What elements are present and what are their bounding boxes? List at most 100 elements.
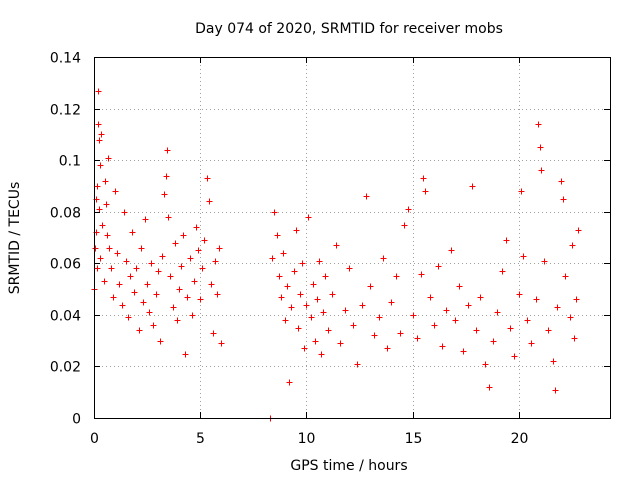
data-point [131, 289, 138, 296]
data-point [537, 144, 544, 151]
x-tick-label: 20 [511, 431, 529, 447]
data-point [94, 265, 101, 272]
data-point [278, 294, 285, 301]
data-point [299, 260, 306, 267]
chart-title: Day 074 of 2020, SRMTID for receiver mob… [195, 21, 503, 37]
data-point [184, 294, 191, 301]
data-point [550, 358, 557, 365]
x-tick-label: 5 [196, 431, 205, 447]
data-point [363, 193, 370, 200]
data-point [110, 294, 117, 301]
data-point [354, 361, 361, 368]
data-point [575, 227, 582, 234]
data-point [274, 232, 281, 239]
data-point [138, 245, 145, 252]
data-point [499, 268, 506, 275]
data-point [452, 317, 459, 324]
data-point [337, 340, 344, 347]
data-point [329, 291, 336, 298]
data-point [350, 322, 357, 329]
data-point [216, 245, 223, 252]
y-tick-label: 0.1 [59, 154, 81, 170]
data-point [410, 312, 417, 319]
data-point [333, 242, 340, 249]
data-point [371, 332, 378, 339]
data-point [146, 309, 153, 316]
data-point [439, 343, 446, 350]
data-point [567, 314, 574, 321]
data-point [325, 327, 332, 334]
data-point [119, 302, 126, 309]
data-point [384, 345, 391, 352]
data-point [94, 183, 101, 190]
data-point [282, 317, 289, 324]
data-point [320, 309, 327, 316]
data-point [538, 167, 545, 174]
data-point [554, 304, 561, 311]
data-point [187, 255, 194, 262]
data-point [393, 273, 400, 280]
data-point [271, 209, 278, 216]
data-point [116, 281, 123, 288]
x-tick-label: 10 [298, 431, 316, 447]
data-point [367, 283, 374, 290]
data-point [486, 384, 493, 391]
data-point [95, 88, 102, 95]
data-point [123, 258, 130, 265]
axes [94, 57, 611, 419]
data-point [545, 327, 552, 334]
data-point [114, 250, 121, 257]
data-point [157, 338, 164, 345]
data-point [193, 224, 200, 231]
data-point [388, 299, 395, 306]
data-point [178, 263, 185, 270]
data-point [571, 335, 578, 342]
data-point [199, 265, 206, 272]
data-point [276, 273, 283, 280]
data-point [518, 188, 525, 195]
data-point [359, 302, 366, 309]
data-point [569, 242, 576, 249]
data-point [301, 345, 308, 352]
data-point [92, 245, 99, 252]
data-point [342, 307, 349, 314]
data-point [443, 307, 450, 314]
data-point [286, 379, 293, 386]
y-tick-label: 0.06 [50, 257, 81, 273]
data-point [142, 216, 149, 223]
data-point [172, 240, 179, 247]
data-point [170, 304, 177, 311]
data-point [405, 206, 412, 213]
data-point [174, 317, 181, 324]
data-point [97, 255, 104, 262]
data-point [96, 137, 103, 144]
data-point [435, 263, 442, 270]
data-point [112, 188, 119, 195]
data-point [397, 330, 404, 337]
data-point [108, 265, 115, 272]
data-point [104, 232, 111, 239]
data-point [431, 322, 438, 329]
data-point [159, 253, 166, 260]
data-point [150, 322, 157, 329]
data-point [133, 265, 140, 272]
data-point [314, 296, 321, 303]
data-point [155, 268, 162, 275]
data-point [414, 335, 421, 342]
data-point [102, 178, 109, 185]
data-point [465, 302, 472, 309]
data-point [148, 260, 155, 267]
data-point [460, 348, 467, 355]
data-point [558, 178, 565, 185]
y-tick-label: 0.08 [50, 206, 81, 222]
data-point [490, 338, 497, 345]
plot-frame [94, 57, 611, 419]
x-axis-label: GPS time / hours [290, 458, 407, 474]
data-point [401, 222, 408, 229]
data-point [280, 250, 287, 257]
data-point [206, 198, 213, 205]
data-point [127, 273, 134, 280]
data-point [552, 387, 559, 394]
data-points [91, 88, 582, 422]
